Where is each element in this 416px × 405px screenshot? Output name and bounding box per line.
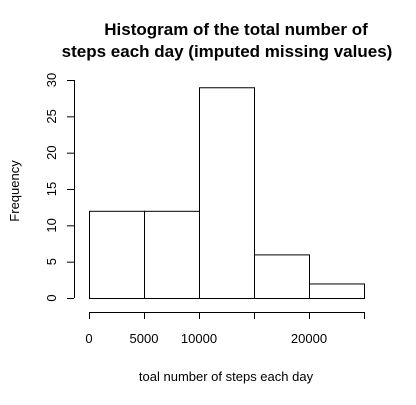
histogram-bar-0 xyxy=(89,210,145,299)
x-tick-label-0: 0 xyxy=(85,331,92,346)
x-axis-label: toal number of steps each day xyxy=(139,369,314,384)
histogram-bar-4 xyxy=(309,283,365,300)
histogram-bar-2 xyxy=(199,87,255,300)
y-tick-label-0: 0 xyxy=(44,294,59,301)
y-tick-label-5: 5 xyxy=(44,258,59,265)
y-tick-label-10: 10 xyxy=(44,218,59,232)
y-axis: 0 5 10 15 20 25 30 xyxy=(44,73,75,302)
chart-title-line1: Histogram of the total number of xyxy=(104,20,368,39)
histogram-bar-1 xyxy=(144,210,200,299)
y-axis-label: Frequency xyxy=(7,160,22,222)
y-tick-label-20: 20 xyxy=(44,145,59,159)
chart-title-line2: steps each day (imputed missing values) xyxy=(62,42,393,61)
histogram-bar-3 xyxy=(254,254,310,299)
x-tick-label-20000: 20000 xyxy=(291,331,327,346)
y-tick-label-25: 25 xyxy=(44,109,59,123)
y-tick-label-15: 15 xyxy=(44,182,59,196)
x-axis: 0 5000 10000 20000 xyxy=(85,312,365,346)
y-tick-label-30: 30 xyxy=(44,73,59,87)
x-tick-label-10000: 10000 xyxy=(181,331,217,346)
x-tick-label-5000: 5000 xyxy=(130,331,159,346)
bars-group xyxy=(89,87,365,300)
